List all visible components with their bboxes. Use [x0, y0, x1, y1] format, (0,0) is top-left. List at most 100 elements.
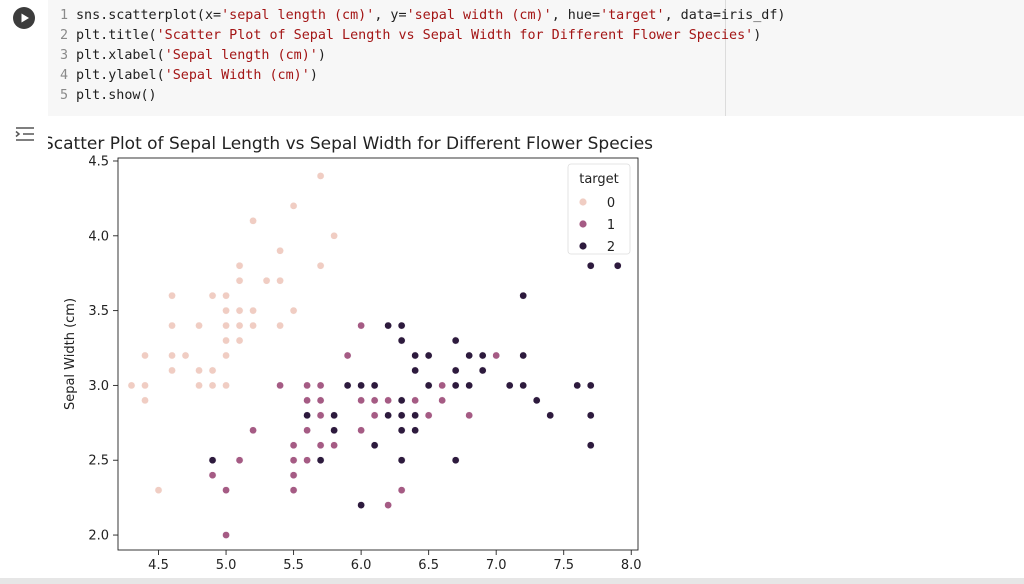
code-string-token: 'sepal width (cm)' [406, 8, 552, 23]
data-point-target-0 [208, 381, 217, 390]
data-point-target-0 [249, 306, 257, 315]
data-point-target-1 [330, 441, 338, 450]
data-point-target-2 [451, 456, 460, 465]
data-point-target-1 [303, 426, 311, 435]
plot-output: Scatter Plot of Sepal Length vs Sepal Wi… [43, 128, 708, 582]
code-lines[interactable]: 1 sns.scatterplot(x='sepal length (cm)', … [60, 6, 786, 106]
scatter-plot: Scatter Plot of Sepal Length vs Sepal Wi… [43, 134, 653, 573]
data-point-target-0 [168, 291, 176, 300]
data-point-target-1 [438, 396, 447, 405]
data-point-target-0 [235, 276, 244, 285]
code-line[interactable]: 2 plt.title('Scatter Plot of Sepal Length… [60, 26, 786, 46]
data-point-target-2 [397, 321, 406, 330]
data-point-target-0 [222, 306, 230, 315]
code-token: plt.ylabel( [76, 68, 165, 83]
data-point-target-2 [316, 456, 325, 465]
data-point-target-2 [397, 426, 406, 435]
data-point-target-2 [411, 366, 419, 375]
data-point-target-0 [222, 291, 230, 300]
data-point-target-0 [168, 366, 176, 375]
line-number: 5 [60, 88, 69, 103]
data-point-target-0 [168, 351, 176, 360]
data-point-target-0 [181, 351, 190, 360]
data-point-target-0 [276, 276, 284, 285]
data-point-target-0 [330, 231, 338, 240]
data-point-target-2 [397, 456, 406, 465]
data-point-target-2 [519, 381, 528, 390]
data-point-target-2 [343, 381, 352, 390]
data-point-target-0 [289, 202, 298, 210]
y-tick-label: 4.5 [88, 154, 109, 169]
data-point-target-2 [519, 291, 528, 300]
data-point-target-2 [384, 411, 392, 420]
data-point-target-2 [411, 426, 419, 435]
x-tick-label: 6.0 [351, 558, 372, 573]
data-point-target-1 [222, 486, 230, 495]
legend-title: target [579, 172, 619, 187]
x-tick-label: 5.5 [283, 558, 304, 573]
line-number: 4 [60, 68, 69, 83]
data-point-target-2 [424, 381, 433, 390]
data-point-target-0 [316, 261, 325, 270]
code-line[interactable]: 3 plt.xlabel('Sepal length (cm)') [60, 46, 786, 66]
line-number: 2 [60, 28, 69, 43]
data-point-target-2 [586, 441, 595, 450]
code-string-token: 'Scatter Plot of Sepal Length vs Sepal W… [156, 28, 754, 43]
data-point-target-1 [289, 486, 298, 495]
data-point-target-1 [289, 456, 298, 465]
data-point-target-0 [249, 321, 257, 330]
y-tick-label: 2.5 [88, 454, 109, 469]
output-toggle-button[interactable] [14, 125, 36, 143]
code-line[interactable]: 5 plt.show() [60, 86, 786, 106]
code-token: plt.xlabel( [76, 48, 165, 63]
data-point-target-0 [222, 351, 230, 360]
data-point-target-1 [411, 396, 419, 405]
legend-box [567, 163, 631, 255]
data-point-target-1 [370, 411, 379, 420]
y-tick-label: 3.5 [88, 304, 109, 319]
data-point-target-0 [235, 321, 244, 330]
data-point-target-0 [249, 216, 257, 225]
run-cell-button[interactable] [13, 7, 35, 29]
bottom-scroll-area [0, 578, 1024, 584]
data-point-target-1 [424, 411, 433, 420]
data-point-target-2 [505, 381, 514, 390]
legend-label: 1 [607, 218, 615, 233]
x-tick-label: 6.5 [418, 558, 439, 573]
data-point-target-0 [141, 381, 149, 390]
code-token: , hue= [551, 8, 601, 23]
y-axis-label: Sepal Width (cm) [63, 298, 78, 410]
data-point-target-0 [195, 381, 203, 390]
code-editor[interactable] [48, 0, 1024, 116]
data-point-target-0 [235, 261, 244, 270]
data-point-target-2 [478, 351, 487, 360]
data-point-target-1 [357, 396, 365, 405]
data-point-target-0 [208, 366, 217, 375]
data-point-target-0 [276, 321, 284, 330]
x-tick-label: 4.5 [148, 558, 169, 573]
data-point-target-2 [586, 261, 595, 270]
code-line[interactable]: 4 plt.ylabel('Sepal Width (cm)') [60, 66, 786, 86]
legend-marker-1 [579, 220, 587, 228]
data-point-target-0 [316, 172, 325, 180]
legend-label: 0 [607, 196, 615, 211]
code-token: ) [317, 48, 326, 63]
output-toggle-icon [15, 127, 34, 141]
data-point-target-0 [195, 366, 203, 375]
x-tick-label: 8.0 [621, 558, 642, 573]
data-point-target-0 [235, 306, 244, 315]
code-token: , y= [374, 8, 407, 23]
data-point-target-2 [586, 411, 595, 420]
data-point-target-2 [384, 321, 392, 330]
x-tick-label: 7.5 [553, 558, 574, 573]
data-point-target-1 [289, 471, 298, 480]
data-point-target-2 [411, 411, 419, 420]
data-point-target-0 [141, 396, 149, 405]
code-string-token: 'sepal length (cm)' [221, 8, 375, 23]
data-point-target-1 [465, 411, 474, 420]
data-point-target-0 [222, 381, 230, 390]
data-point-target-2 [586, 381, 595, 390]
code-line[interactable]: 1 sns.scatterplot(x='sepal length (cm)', … [60, 6, 786, 26]
data-point-target-0 [262, 276, 271, 285]
data-point-target-2 [357, 381, 365, 390]
